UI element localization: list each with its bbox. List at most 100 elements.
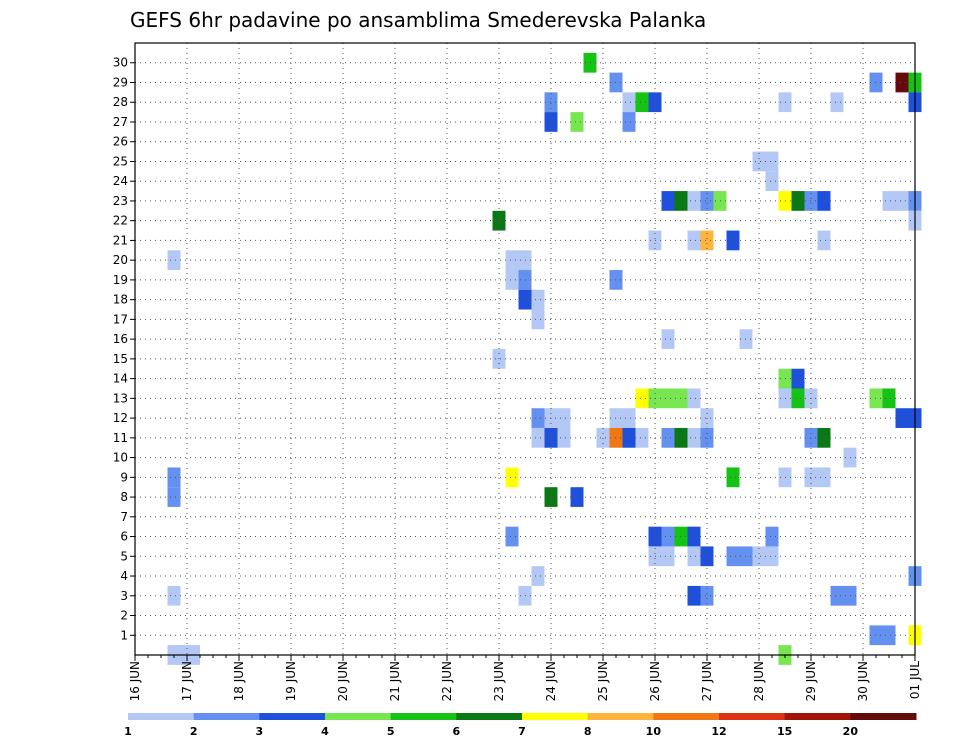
heatmap-cell — [635, 388, 649, 409]
x-tick-label: 19 JUN — [284, 661, 298, 701]
heatmap-cell — [700, 585, 714, 606]
y-tick-label: 26 — [113, 135, 128, 149]
colorbar-swatch — [850, 713, 917, 720]
heatmap-cell — [622, 92, 636, 113]
colorbar-label: 4 — [321, 725, 329, 738]
y-tick-label: 21 — [113, 233, 128, 247]
x-tick-label: 18 JUN — [232, 661, 246, 701]
heatmap-cell — [661, 329, 675, 349]
colorbar-swatch — [325, 713, 392, 720]
x-tick-label: 01 JUL — [908, 661, 922, 699]
heatmap-cell — [661, 526, 675, 547]
y-tick-label: 12 — [113, 411, 128, 425]
heatmap-cell — [895, 72, 909, 93]
heatmap-cell — [830, 92, 844, 113]
y-tick-label: 3 — [120, 589, 128, 603]
y-tick-label: 7 — [120, 510, 128, 524]
colorbar-swatch — [587, 713, 654, 720]
x-tick-label: 20 JUN — [336, 661, 350, 701]
colorbar-swatch — [653, 713, 720, 720]
heatmap-cell — [531, 427, 545, 448]
colorbar-label: 7 — [518, 725, 526, 738]
heatmap-cell — [531, 309, 545, 330]
y-tick-label: 20 — [113, 253, 128, 267]
heatmap-cell — [167, 467, 181, 488]
colorbar-swatch — [522, 713, 589, 720]
heatmap-cell — [765, 546, 779, 567]
heatmap-cell — [505, 270, 519, 290]
y-tick-label: 28 — [113, 95, 128, 109]
x-tick-label: 24 JUN — [544, 661, 558, 701]
heatmap-cell — [726, 546, 740, 567]
heatmap-cell — [791, 191, 805, 211]
heatmap-cell — [661, 388, 675, 409]
y-tick-label: 16 — [113, 332, 128, 346]
heatmap-cell — [752, 151, 766, 172]
y-tick-label: 4 — [120, 569, 128, 583]
heatmap-cell — [882, 388, 896, 409]
heatmap-cell — [830, 585, 844, 606]
x-tick-label: 27 JUN — [700, 661, 714, 701]
heatmap-cell — [817, 191, 831, 211]
heatmap-cell — [791, 388, 805, 409]
y-tick-label: 24 — [113, 174, 128, 188]
heatmap-cell — [492, 210, 506, 231]
heatmap-cell — [817, 467, 831, 488]
y-tick-label: 17 — [113, 312, 128, 326]
heatmap-cell — [557, 408, 571, 428]
heatmap-cell — [570, 112, 584, 132]
colorbar-label: 5 — [387, 725, 395, 738]
heatmap-cell — [531, 408, 545, 428]
heatmap-cell — [882, 191, 896, 211]
heatmap-cell — [726, 230, 740, 251]
heatmap-cell — [622, 112, 636, 132]
heatmap-cell — [765, 171, 779, 192]
x-tick-label: 16 JUN — [128, 661, 142, 701]
y-tick-label: 29 — [113, 75, 128, 89]
heatmap-cell — [531, 566, 545, 586]
x-tick-label: 29 JUN — [804, 661, 818, 701]
colorbar-swatch — [456, 713, 523, 720]
y-tick-label: 19 — [113, 273, 128, 287]
x-tick-label: 23 JUN — [492, 661, 506, 701]
y-axis-ticks: 1234567891011121314151617181920212223242… — [113, 56, 135, 642]
heatmap-cell — [700, 546, 714, 567]
heatmap-cell — [570, 487, 584, 507]
heatmap-cell — [635, 92, 649, 113]
heatmap-cell — [687, 191, 701, 211]
x-axis-ticks: 16 JUN 17 JUN 18 JUN 19 JUN 20 JUN 21 JUN 22 J… — [128, 655, 922, 701]
heatmap-cell — [700, 230, 714, 251]
y-tick-label: 23 — [113, 194, 128, 208]
chart-title: GEFS 6hr padavine po ansamblima Smederev… — [130, 8, 706, 32]
heatmap-cell — [700, 427, 714, 448]
y-tick-label: 6 — [120, 530, 128, 544]
heatmap-cell — [765, 151, 779, 172]
colorbar-label: 10 — [646, 725, 662, 738]
y-tick-label: 11 — [113, 431, 128, 445]
heatmap-cell — [817, 427, 831, 448]
colorbar-label: 20 — [843, 725, 859, 738]
x-tick-label: 25 JUN — [596, 661, 610, 701]
y-tick-label: 8 — [120, 490, 128, 504]
x-tick-label: 30 JUN — [856, 661, 870, 701]
x-tick-label: 22 JUN — [440, 661, 454, 701]
y-tick-label: 5 — [120, 549, 128, 563]
y-tick-label: 27 — [113, 115, 128, 129]
heatmap-cell — [687, 427, 701, 448]
grid-lines — [135, 43, 915, 655]
colorbar-swatch — [784, 713, 851, 720]
heatmap-cell — [817, 230, 831, 251]
plot-frame — [134, 42, 916, 656]
y-tick-label: 30 — [113, 56, 128, 70]
y-tick-label: 22 — [113, 214, 128, 228]
y-tick-label: 1 — [120, 628, 128, 642]
heatmap-cell — [596, 427, 610, 448]
heatmap-cell — [557, 427, 571, 448]
x-tick-label: 21 JUN — [388, 661, 402, 701]
heatmap-cell — [622, 408, 636, 428]
heatmap-cell — [700, 191, 714, 211]
heatmap-cell — [635, 427, 649, 448]
heatmap-cell — [687, 230, 701, 251]
heatmap-cell — [661, 191, 675, 211]
heatmap-cell — [687, 526, 701, 547]
